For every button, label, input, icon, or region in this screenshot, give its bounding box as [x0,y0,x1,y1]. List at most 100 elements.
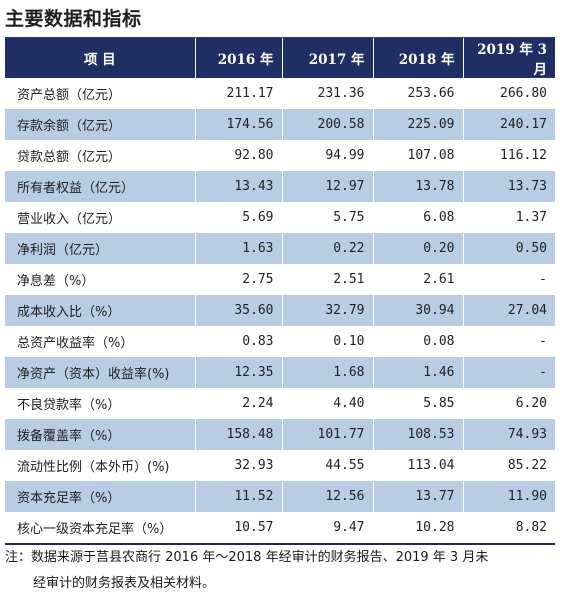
row-value: 74.93 [462,419,555,450]
row-value: 11.52 [194,481,282,512]
row-value: 12.35 [194,357,282,388]
row-value: 5.85 [372,388,463,419]
row-value: 0.10 [281,326,373,357]
row-value: 113.04 [372,450,463,481]
row-value: 1.37 [462,202,555,233]
row-value: 174.56 [194,109,282,140]
table-row: 资产总额（亿元） 211.17 231.36 253.66 266.80 [5,78,555,109]
header-2017: 2017 年 [281,38,373,78]
table-row: 成本收入比（%） 35.60 32.79 30.94 27.04 [5,295,555,326]
header-2016: 2016 年 [194,38,282,78]
row-value: 266.80 [462,78,555,109]
row-value: 4.40 [281,388,373,419]
row-value: - [462,264,555,295]
row-value: 13.43 [194,171,282,202]
row-value: 92.80 [194,140,282,171]
footnote: 注：数据来源于莒县农商行 2016 年～2018 年经审计的财务报告、2019 … [5,545,557,597]
row-value: 8.82 [462,512,555,543]
row-value: 108.53 [372,419,463,450]
row-value: 107.08 [372,140,463,171]
table-row: 营业收入（亿元） 5.69 5.75 6.08 1.37 [5,202,555,233]
row-value: 35.60 [194,295,282,326]
row-label: 贷款总额（亿元） [17,150,122,165]
row-value: 211.17 [194,78,282,109]
table-row: 净利润（亿元） 1.63 0.22 0.20 0.50 [5,233,555,264]
row-value: 6.20 [462,388,555,419]
data-table-container: 项 目 2016 年 2017 年 2018 年 2019 年 3 月 资产总额… [5,37,555,545]
row-label: 成本收入比（%） [5,295,195,326]
row-value: 10.28 [372,512,463,543]
row-label: 资产总额（亿元） [17,88,122,103]
table-row: 所有者权益（亿元） 13.43 12.97 13.78 13.73 [5,171,555,202]
header-2018: 2018 年 [372,38,463,78]
row-value: 101.77 [281,419,373,450]
row-value: 240.17 [462,109,555,140]
row-value: 85.22 [462,450,555,481]
row-label: 净利润（亿元） [5,233,195,264]
table-row: 核心一级资本充足率（%） 10.57 9.47 10.28 8.82 [5,512,555,543]
row-value: 13.73 [462,171,555,202]
page-title: 主要数据和指标 [5,8,142,30]
table-row: 总资产收益率（%） 0.83 0.10 0.08- [5,326,555,357]
table-body: 资产总额（亿元） 211.17 231.36 253.66 266.80 存款余额（亿元）… [5,78,555,543]
table-row: 流动性比例（本外币）(%) 32.93 44.55 113.04 85.22 [5,450,555,481]
row-value: 116.12 [462,140,555,171]
table-row: 净息差（%） 2.75 2.51 2.61- [5,264,555,295]
row-label: 营业收入（亿元） [17,212,122,227]
footnote-line-1: 注：数据来源于莒县农商行 2016 年～2018 年经审计的财务报告、2019 … [5,550,489,565]
row-value: 44.55 [281,450,373,481]
row-value: 27.04 [462,295,555,326]
row-label: 资本充足率（%） [5,481,195,512]
row-value: 0.20 [372,233,463,264]
header-item: 项 目 [5,38,195,78]
row-value: 158.48 [194,419,282,450]
row-value: 253.66 [372,78,463,109]
row-value: 1.46 [372,357,463,388]
row-value: 9.47 [281,512,373,543]
row-value: 13.78 [372,171,463,202]
row-value: 12.97 [281,171,373,202]
table-row: 拨备覆盖率（%） 158.48 101.77 108.53 74.93 [5,419,555,450]
row-label: 核心一级资本充足率（%） [17,522,173,537]
row-label: 净资产（资本）收益率(%) [5,357,195,388]
table-header-row: 项 目 2016 年 2017 年 2018 年 2019 年 3 月 [5,38,555,78]
row-label: 不良贷款率（%） [17,398,121,413]
row-value: - [462,326,555,357]
row-value: 225.09 [372,109,463,140]
data-table: 项 目 2016 年 2017 年 2018 年 2019 年 3 月 资产总额… [5,38,555,543]
table-row: 不良贷款率（%） 2.24 4.40 5.85 6.20 [5,388,555,419]
row-label: 存款余额（亿元） [5,109,195,140]
row-label: 拨备覆盖率（%） [5,419,195,450]
row-label: 总资产收益率（%） [17,336,134,351]
header-2019-mar: 2019 年 3 月 [462,38,555,78]
row-value: 13.77 [372,481,463,512]
row-value: 2.24 [194,388,282,419]
footnote-line-2: 经审计的财务报表及相关材料。 [33,576,216,591]
row-value: 32.79 [281,295,373,326]
row-value: 12.56 [281,481,373,512]
table-row: 净资产（资本）收益率(%) 12.35 1.68 1.46- [5,357,555,388]
row-label: 所有者权益（亿元） [5,171,195,202]
row-value: 5.75 [281,202,373,233]
table-row: 贷款总额（亿元） 92.80 94.99 107.08 116.12 [5,140,555,171]
row-value: 32.93 [194,450,282,481]
row-value: 0.50 [462,233,555,264]
row-value: 231.36 [281,78,373,109]
row-label: 净息差（%） [17,274,95,289]
row-value: 10.57 [194,512,282,543]
row-value: 2.75 [194,264,282,295]
row-value: 0.83 [194,326,282,357]
table-row: 存款余额（亿元） 174.56 200.58 225.09 240.17 [5,109,555,140]
row-value: 0.22 [281,233,373,264]
row-value: 200.58 [281,109,373,140]
table-row: 资本充足率（%） 11.52 12.56 13.77 11.90 [5,481,555,512]
row-value: 0.08 [372,326,463,357]
row-value: 2.51 [281,264,373,295]
row-value: 1.63 [194,233,282,264]
row-value: 6.08 [372,202,463,233]
row-label: 流动性比例（本外币）(%) [17,460,170,475]
row-value: 2.61 [372,264,463,295]
row-value: 5.69 [194,202,282,233]
row-value: 1.68 [281,357,373,388]
row-value: 11.90 [462,481,555,512]
